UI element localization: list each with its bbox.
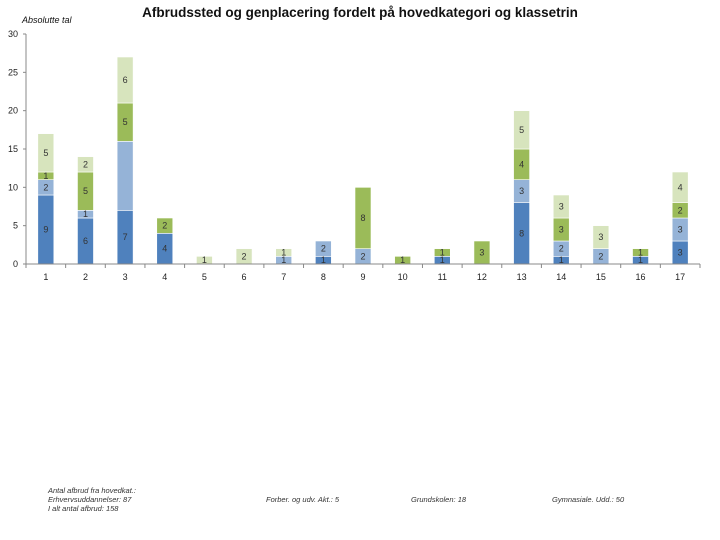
data-label-light-blue-8: 2 <box>321 244 326 254</box>
x-tick-label: 17 <box>675 272 685 282</box>
y-tick-label: 25 <box>8 67 18 77</box>
footer-note-grundskolen: Grundskolen: 18 <box>411 495 467 504</box>
data-label-light-blue-15: 2 <box>598 251 603 261</box>
data-label-dark-blue-8: 1 <box>321 255 326 265</box>
y-tick-label: 15 <box>8 144 18 154</box>
data-label-light-green-6: 2 <box>242 251 247 261</box>
x-tick-label: 9 <box>360 272 365 282</box>
footer-line-3: I alt antal afbrud: 158 <box>48 504 119 513</box>
data-label-dark-green-2: 5 <box>83 186 88 196</box>
data-label-light-green-5: 1 <box>202 255 207 265</box>
data-label-dark-green-13: 4 <box>519 159 524 169</box>
bar-segment-light-blue-3 <box>116 141 134 211</box>
data-label-dark-green-17: 2 <box>678 205 683 215</box>
data-label-dark-blue-17: 3 <box>678 248 683 258</box>
x-tick-label: 12 <box>477 272 487 282</box>
data-label-light-blue-14: 2 <box>559 244 564 254</box>
bar-segment-dark-green-11 <box>433 248 451 257</box>
bar-segment-light-green-3 <box>116 56 134 104</box>
footer-totals: Antal afbrud fra hovedkat.: Erhvervsuddan… <box>48 486 136 513</box>
data-label-dark-green-4: 2 <box>162 221 167 231</box>
data-label-dark-green-12: 3 <box>479 248 484 258</box>
x-tick-label: 2 <box>83 272 88 282</box>
y-tick-label: 10 <box>8 182 18 192</box>
data-label-light-green-3: 6 <box>123 75 128 85</box>
x-tick-label: 8 <box>321 272 326 282</box>
data-label-dark-blue-1: 9 <box>43 225 48 235</box>
chart-title: Afbrudssted og genplacering fordelt på h… <box>142 5 578 20</box>
y-tick-label: 0 <box>13 259 18 269</box>
bar-segment-dark-green-4 <box>156 217 174 234</box>
x-tick-label: 7 <box>281 272 286 282</box>
data-label-dark-green-10: 1 <box>400 255 405 265</box>
data-label-light-blue-2: 1 <box>83 209 88 219</box>
y-axis: 0 5 10 15 20 25 30 <box>8 29 27 269</box>
data-label-light-green-14: 3 <box>559 202 564 212</box>
bar-segment-dark-green-9 <box>354 187 372 249</box>
bar-segment-light-green-17 <box>671 171 689 203</box>
data-label-dark-green-9: 8 <box>360 213 365 223</box>
data-label-light-green-1: 5 <box>43 148 48 158</box>
data-label-light-green-15: 3 <box>598 232 603 242</box>
x-tick-label: 15 <box>596 272 606 282</box>
x-tick-label: 5 <box>202 272 207 282</box>
data-label-dark-green-11: 1 <box>440 248 445 258</box>
data-label-dark-blue-4: 4 <box>162 244 167 254</box>
data-label-light-blue-17: 3 <box>678 225 683 235</box>
data-label-light-blue-7: 1 <box>281 255 286 265</box>
data-label-light-blue-9: 2 <box>360 251 365 261</box>
data-label-dark-blue-2: 6 <box>83 236 88 246</box>
y-axis-label: Absolutte tal <box>21 15 73 25</box>
x-tick-label: 10 <box>398 272 408 282</box>
data-label-dark-green-1: 1 <box>43 171 48 181</box>
y-tick-label: 5 <box>13 221 18 231</box>
bars <box>37 56 689 265</box>
footer-note-forber: Forber. og udv. Akt.: 5 <box>266 495 340 504</box>
data-label-dark-blue-16: 1 <box>638 255 643 265</box>
x-tick-label: 11 <box>438 272 447 282</box>
data-label-dark-green-16: 1 <box>638 248 643 258</box>
data-label-light-blue-1: 2 <box>43 182 48 192</box>
bar-segment-light-green-14 <box>552 194 570 219</box>
y-tick-label: 30 <box>8 29 18 39</box>
y-tick-label: 20 <box>8 106 18 116</box>
x-tick-label: 4 <box>162 272 167 282</box>
bar-segment-light-green-13 <box>513 110 530 150</box>
footer-line-2: Erhvervsuddannelser: 87 <box>48 495 132 504</box>
bar-segment-light-green-7 <box>275 248 293 257</box>
x-tick-label: 3 <box>123 272 128 282</box>
x-tick-label: 16 <box>636 272 646 282</box>
footer-note-gymnasiale: Gymnasiale. Udd.: 50 <box>552 495 625 504</box>
bar-segment-light-blue-8 <box>315 240 332 257</box>
data-label-dark-blue-13: 8 <box>519 228 524 238</box>
x-tick-label: 1 <box>43 272 48 282</box>
bar-segment-dark-green-16 <box>632 248 649 257</box>
footer-line-1: Antal afbrud fra hovedkat.: <box>48 486 136 495</box>
data-label-light-green-7: 1 <box>281 248 286 258</box>
x-tick-label: 14 <box>556 272 566 282</box>
data-label-light-green-17: 4 <box>678 182 683 192</box>
data-label-dark-blue-14: 1 <box>559 255 564 265</box>
data-label-dark-green-14: 3 <box>559 225 564 235</box>
data-label-light-blue-13: 3 <box>519 186 524 196</box>
bar-segment-light-green-1 <box>37 133 55 173</box>
bar-segment-light-green-15 <box>592 225 610 249</box>
data-label-dark-blue-11: 1 <box>440 255 445 265</box>
data-label-light-green-13: 5 <box>519 125 524 135</box>
x-tick-label: 6 <box>242 272 247 282</box>
data-label-dark-blue-3: 7 <box>123 232 128 242</box>
data-label-dark-green-3: 5 <box>123 117 128 127</box>
bar-segment-light-green-2 <box>77 156 94 173</box>
x-axis: 1 2 3 4 5 6 7 8 9 10 11 12 13 14 15 16 17 <box>25 263 701 282</box>
data-label-light-green-2: 2 <box>83 159 88 169</box>
x-tick-label: 13 <box>517 272 527 282</box>
